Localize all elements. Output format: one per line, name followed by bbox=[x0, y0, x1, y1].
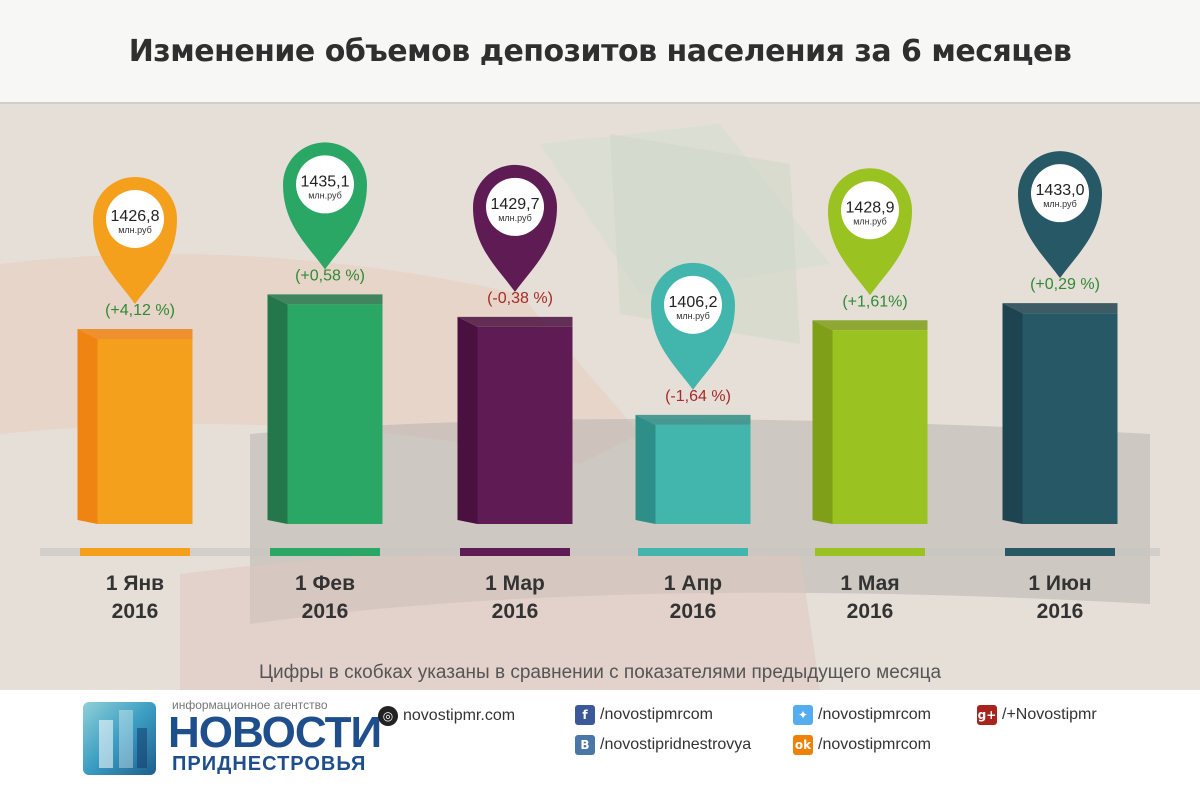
pin-center bbox=[296, 155, 354, 214]
facebook-link-label: /novostipmrcom bbox=[600, 706, 713, 723]
chart-title: Изменение объемов депозитов населения за… bbox=[128, 34, 1072, 69]
month-underline bbox=[460, 548, 570, 556]
unit-label: млн.руб bbox=[118, 225, 152, 235]
month-underline bbox=[1005, 548, 1115, 556]
google-plus-icon: g+ bbox=[977, 705, 997, 725]
title-bar: Изменение объемов депозитов населения за… bbox=[0, 0, 1200, 104]
value-label: 1435,1 bbox=[301, 173, 350, 190]
bar-top bbox=[812, 320, 928, 331]
bar-side bbox=[457, 316, 478, 524]
facebook-link[interactable]: f /novostipmrcom bbox=[575, 705, 713, 725]
x-tick-label: 1 Янв bbox=[106, 572, 164, 595]
bar-top bbox=[635, 414, 751, 425]
vk-link-label: /novostipridnestrovya bbox=[600, 736, 752, 753]
change-label: (+0,29 %) bbox=[1030, 276, 1100, 293]
month-underline bbox=[638, 548, 748, 556]
chart-footnote: Цифры в скобках указаны в сравнении с по… bbox=[258, 662, 942, 683]
x-tick-label: 2016 bbox=[670, 600, 717, 623]
odnoklassniki-link-label: /novostipmrcom bbox=[818, 736, 931, 753]
change-label: (+0,58 %) bbox=[295, 267, 365, 284]
bar-side bbox=[635, 414, 656, 524]
bar bbox=[287, 304, 383, 524]
x-tick-label: 2016 bbox=[847, 600, 894, 623]
twitter-link[interactable]: ✦ /novostipmrcom bbox=[793, 705, 931, 725]
unit-label: млн.руб bbox=[498, 213, 532, 223]
change-label: (+1,61%) bbox=[842, 293, 907, 310]
value-label: 1406,2 bbox=[669, 294, 718, 311]
brand-name: НОВОСТИ bbox=[168, 708, 382, 757]
vk-link[interactable]: В /novostipridnestrovya bbox=[575, 735, 751, 755]
brand-logo[interactable] bbox=[83, 702, 156, 775]
hand-shape bbox=[180, 547, 820, 690]
twitter-icon: ✦ bbox=[793, 705, 813, 725]
pin-center bbox=[1031, 164, 1089, 223]
x-tick-label: 1 Июн bbox=[1028, 572, 1091, 595]
pin-center bbox=[841, 181, 899, 240]
change-label: (-1,64 %) bbox=[665, 388, 731, 405]
x-tick-label: 1 Мар bbox=[485, 572, 545, 595]
unit-label: млн.руб bbox=[853, 216, 887, 226]
pin-center bbox=[486, 177, 544, 236]
bar-side bbox=[1002, 303, 1023, 524]
month-underline bbox=[270, 548, 380, 556]
website-link[interactable]: ◎ novostipmr.com bbox=[378, 706, 515, 726]
bar-top bbox=[267, 294, 383, 305]
x-tick-label: 1 Фев bbox=[295, 572, 355, 595]
bar-side bbox=[77, 329, 98, 524]
x-tick-label: 2016 bbox=[112, 600, 159, 623]
facebook-icon: f bbox=[575, 705, 595, 725]
odnoklassniki-icon: ok bbox=[793, 735, 813, 755]
x-tick-label: 2016 bbox=[492, 600, 539, 623]
twitter-link-label: /novostipmrcom bbox=[818, 706, 931, 723]
month-underline bbox=[80, 548, 190, 556]
website-link-label: novostipmr.com bbox=[403, 707, 516, 724]
bar bbox=[1022, 313, 1118, 524]
google-plus-link-label: /+Novostipmr bbox=[1002, 706, 1097, 723]
bar-side bbox=[812, 320, 833, 524]
value-label: 1426,8 bbox=[111, 208, 160, 225]
x-tick-label: 2016 bbox=[302, 600, 349, 623]
pin-center bbox=[106, 190, 164, 248]
x-tick-label: 2016 bbox=[1037, 600, 1084, 623]
unit-label: млн.руб bbox=[1043, 199, 1077, 209]
bar bbox=[655, 424, 751, 524]
bar bbox=[832, 330, 928, 524]
pin-center bbox=[664, 275, 722, 334]
value-label: 1428,9 bbox=[846, 199, 895, 216]
value-label: 1429,7 bbox=[491, 196, 540, 213]
globe-icon: ◎ bbox=[378, 706, 398, 726]
bar-top bbox=[77, 329, 193, 339]
change-label: (+4,12 %) bbox=[105, 302, 175, 319]
baseline-strip bbox=[40, 548, 1160, 556]
bar-top bbox=[457, 316, 573, 327]
odnoklassniki-link[interactable]: ok /novostipmrcom bbox=[793, 735, 931, 755]
footer: информационное агентство НОВОСТИ ПРИДНЕС… bbox=[0, 690, 1200, 800]
change-label: (-0,38 %) bbox=[487, 290, 553, 307]
bar bbox=[97, 339, 193, 524]
bar bbox=[477, 326, 573, 524]
unit-label: млн.руб bbox=[308, 190, 342, 200]
unit-label: млн.руб bbox=[676, 311, 710, 321]
brand-tagline: информационное агентство bbox=[172, 698, 328, 712]
bar-side bbox=[267, 294, 288, 524]
x-tick-label: 1 Апр bbox=[664, 572, 722, 595]
vk-icon: В bbox=[575, 735, 595, 755]
x-tick-label: 1 Мая bbox=[840, 572, 899, 595]
brand-region: ПРИДНЕСТРОВЬЯ bbox=[172, 753, 367, 775]
google-plus-link[interactable]: g+ /+Novostipmr bbox=[977, 705, 1097, 725]
chart-area: (+4,12 %) 1426,8 млн.руб 1 Янв 2016 (+0,58 %)… bbox=[0, 104, 1200, 690]
month-underline bbox=[815, 548, 925, 556]
value-label: 1433,0 bbox=[1036, 182, 1085, 199]
bar-top bbox=[1002, 303, 1118, 314]
